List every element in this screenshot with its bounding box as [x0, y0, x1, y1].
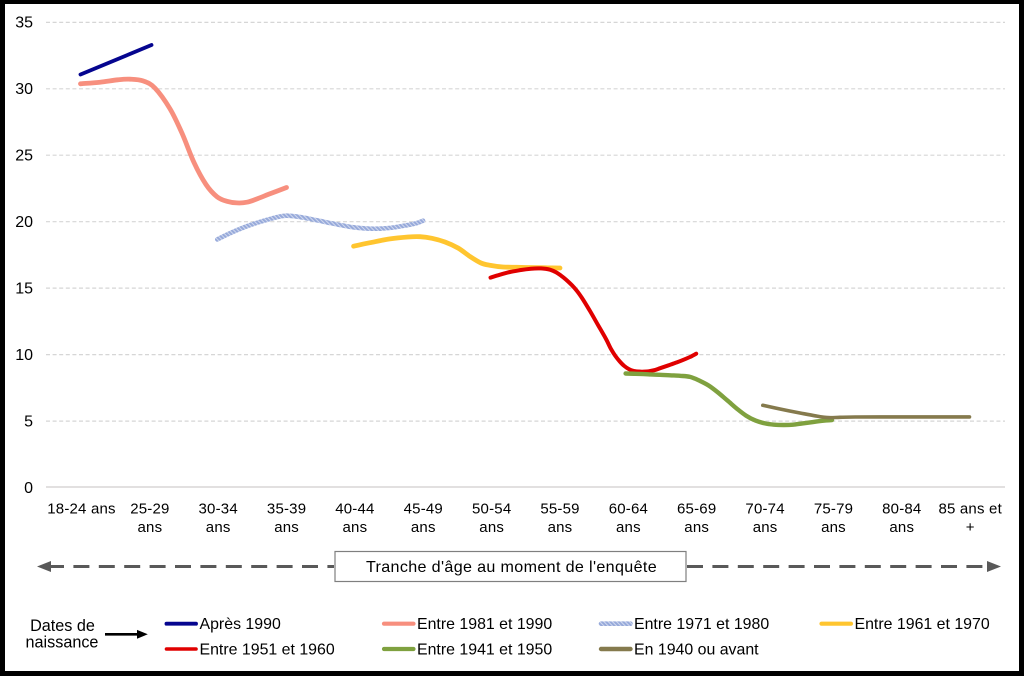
svg-text:Tranche d'âge au moment de l'e: Tranche d'âge au moment de l'enquête	[366, 558, 657, 576]
svg-text:Après 1990: Après 1990	[200, 616, 281, 633]
svg-text:Dates de: Dates de	[30, 617, 95, 635]
svg-text:35: 35	[15, 15, 33, 32]
svg-text:40-44: 40-44	[335, 501, 374, 518]
svg-text:15: 15	[15, 280, 33, 297]
svg-text:ans: ans	[548, 519, 573, 536]
svg-text:25: 25	[15, 148, 33, 165]
svg-text:ans: ans	[753, 519, 778, 536]
svg-text:naissance: naissance	[26, 634, 99, 652]
svg-text:+: +	[966, 519, 975, 536]
svg-text:65-69: 65-69	[677, 501, 716, 518]
svg-text:ans: ans	[616, 519, 641, 536]
svg-text:10: 10	[15, 347, 33, 364]
svg-text:ans: ans	[206, 519, 231, 536]
svg-text:20: 20	[15, 214, 33, 231]
svg-text:25-29: 25-29	[130, 501, 169, 518]
svg-text:70-74: 70-74	[745, 501, 784, 518]
svg-text:Entre 1941 et 1950: Entre 1941 et 1950	[417, 641, 552, 658]
svg-text:55-59: 55-59	[540, 501, 579, 518]
svg-text:85 ans et: 85 ans et	[938, 501, 1002, 518]
svg-text:ans: ans	[889, 519, 914, 536]
svg-text:ans: ans	[411, 519, 436, 536]
svg-text:30-34: 30-34	[199, 501, 238, 518]
svg-text:ans: ans	[479, 519, 504, 536]
svg-text:45-49: 45-49	[404, 501, 443, 518]
svg-text:ans: ans	[274, 519, 299, 536]
svg-text:75-79: 75-79	[814, 501, 853, 518]
svg-text:Entre 1971 et 1980: Entre 1971 et 1980	[634, 616, 769, 633]
svg-text:0: 0	[24, 480, 33, 497]
svg-text:5: 5	[24, 413, 33, 430]
svg-text:ans: ans	[343, 519, 368, 536]
svg-text:60-64: 60-64	[609, 501, 648, 518]
svg-text:Entre 1961 et 1970: Entre 1961 et 1970	[855, 616, 990, 633]
svg-text:Entre 1951 et 1960: Entre 1951 et 1960	[200, 641, 335, 658]
svg-text:En 1940 ou avant: En 1940 ou avant	[634, 641, 759, 658]
svg-text:ans: ans	[138, 519, 163, 536]
svg-text:ans: ans	[821, 519, 846, 536]
svg-text:18-24 ans: 18-24 ans	[47, 501, 116, 518]
svg-text:50-54: 50-54	[472, 501, 511, 518]
svg-text:35-39: 35-39	[267, 501, 306, 518]
svg-text:80-84: 80-84	[882, 501, 921, 518]
svg-text:ans: ans	[684, 519, 709, 536]
svg-text:Entre 1981 et 1990: Entre 1981 et 1990	[417, 616, 552, 633]
svg-text:30: 30	[15, 81, 33, 98]
